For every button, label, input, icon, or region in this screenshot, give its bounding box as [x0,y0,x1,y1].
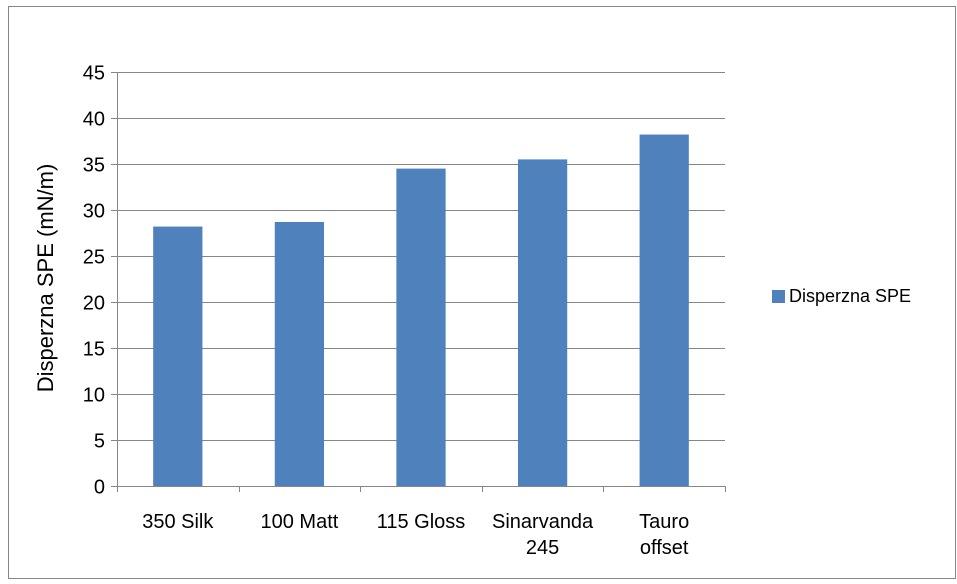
y-tick-label: 5 [94,431,105,453]
y-tick-label: 25 [83,247,105,269]
bar [396,168,446,486]
bar [517,159,568,486]
x-tick-label: Sinarvanda 245 [492,511,594,559]
tick-labels: 0 5 10 15 20 25 30 35 40 45 350 Silk 100 Matt 115 Gl… [83,63,689,560]
x-tick-label-line: offset [640,537,689,559]
legend: Disperzna SPE [772,286,911,306]
x-tick-label: Tauro offset [639,511,689,559]
y-tick-label: 20 [83,293,105,315]
x-tick-label-line: 115 Gloss [377,511,466,533]
x-tick-label: 100 Matt [260,511,338,533]
legend-label: Disperzna SPE [789,286,911,306]
x-tick-label: 350 Silk [142,511,214,533]
x-tick-label-line: 245 [526,537,559,559]
bars [153,134,689,486]
y-tick-label: 15 [83,339,105,361]
y-tick-label: 40 [83,109,105,131]
y-tick-label: 45 [83,63,105,85]
x-tick-label-line: Tauro [639,511,689,533]
x-tick-label-line: Sinarvanda [492,511,594,533]
x-tick-label: 115 Gloss [377,511,466,533]
legend-swatch [772,290,785,303]
y-tick-label: 10 [83,385,105,407]
y-tick-label: 30 [83,201,105,223]
bar [639,134,689,486]
axes [111,72,726,492]
x-tick-label-line: 350 Silk [142,511,214,533]
y-tick-label: 0 [94,477,105,499]
bar [274,221,325,486]
y-tick-label: 35 [83,155,105,177]
y-axis-title: Disperzna SPE (mN/m) [33,164,58,393]
x-tick-label-line: 100 Matt [260,511,338,533]
bar [153,226,203,486]
